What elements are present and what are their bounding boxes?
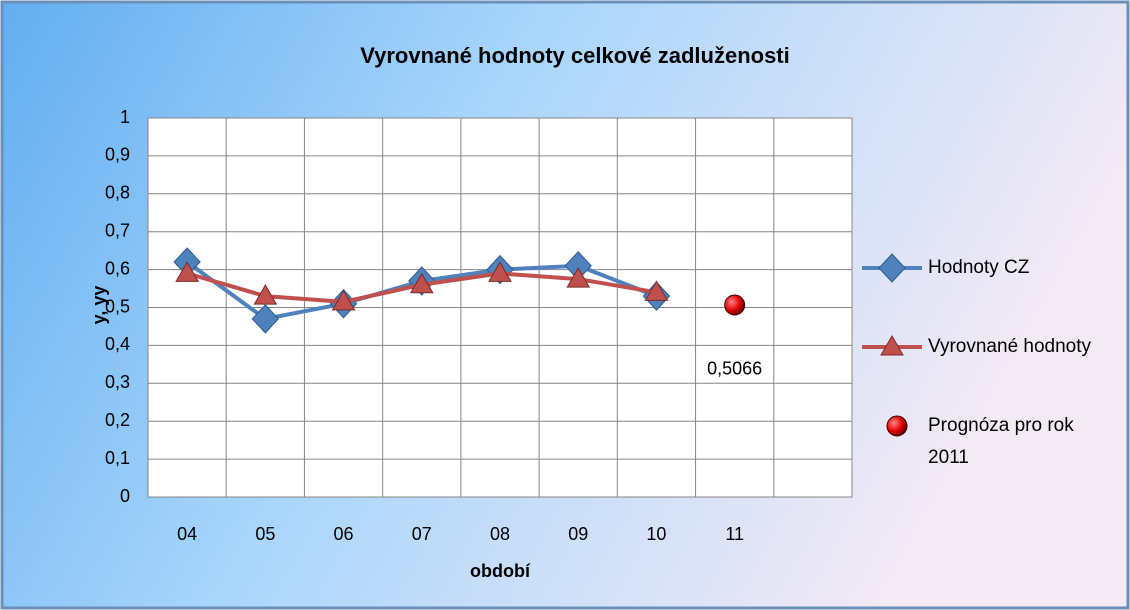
x-tick-label: 04 [177, 524, 197, 544]
y-tick-label: 0 [120, 486, 130, 506]
x-tick-label: 11 [725, 524, 744, 544]
x-tick-label: 10 [646, 524, 666, 544]
marker-triangle [253, 284, 278, 305]
marker-triangle [409, 272, 434, 294]
x-tick-label: 05 [255, 524, 275, 544]
y-tick-label: 0,5 [105, 296, 130, 316]
marker-circle [886, 415, 908, 437]
legend-label: Vyrovnané hodnoty [928, 336, 1092, 357]
chart-title: Vyrovnané hodnoty celkové zadluženosti [360, 43, 790, 68]
marker-triangle [880, 335, 904, 356]
x-axis-label: období [470, 561, 531, 581]
x-tick-label: 08 [490, 524, 510, 544]
y-tick-label: 0,3 [105, 372, 130, 392]
marker-triangle [488, 261, 512, 282]
y-tick-label: 0,4 [105, 334, 130, 354]
legend-label: Prognóza pro rok 2011 [928, 415, 1074, 468]
y-tick-label: 0,7 [105, 220, 130, 240]
marker-diamond [251, 304, 280, 334]
marker-diamond [878, 253, 906, 283]
y-axis-label: y, yy [89, 286, 109, 325]
y-tick-label: 0,8 [105, 183, 130, 203]
y-tick-label: 1 [120, 107, 130, 127]
x-tick-label: 06 [334, 524, 354, 544]
data-label: 0,5066 [707, 359, 762, 379]
legend-label: Hodnoty CZ [928, 257, 1030, 278]
marker-triangle [566, 267, 591, 288]
y-tick-label: 0,6 [105, 258, 130, 278]
x-tick-label: 09 [568, 524, 588, 544]
y-tick-label: 0,9 [105, 145, 130, 165]
y-tick-label: 0,2 [105, 410, 130, 430]
x-tick-label: 07 [412, 524, 432, 544]
marker-triangle [644, 280, 669, 301]
marker-triangle [175, 261, 199, 282]
marker-circle [724, 294, 746, 316]
marker-triangle [331, 289, 356, 311]
y-tick-label: 0,1 [105, 448, 130, 468]
